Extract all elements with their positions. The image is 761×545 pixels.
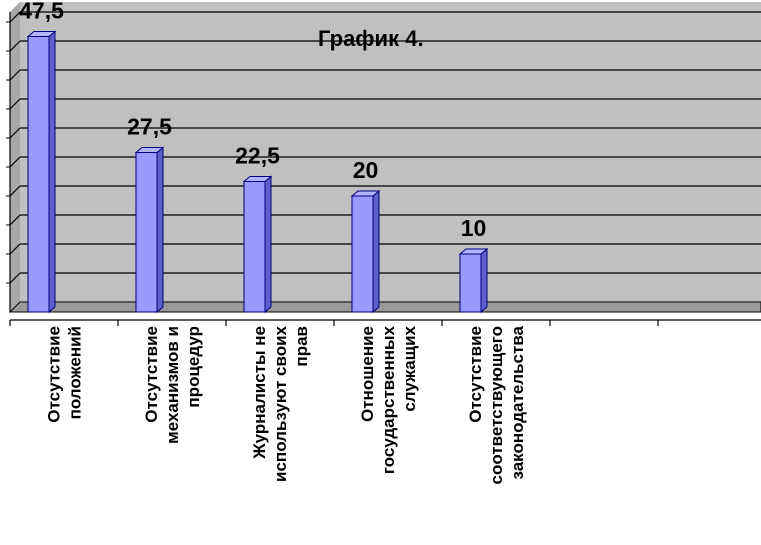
bar (350, 189, 381, 314)
bar-front (243, 181, 266, 313)
bar-front (135, 152, 158, 313)
bar-side (48, 30, 56, 314)
data-label: 20 (353, 157, 379, 183)
gridline-side (9, 98, 21, 110)
data-label: 27,5 (127, 114, 172, 140)
x-tick-label: положений (66, 326, 85, 419)
bar-top (134, 147, 165, 153)
x-tick-label: Журналисты не (250, 326, 269, 460)
bar-top (26, 31, 57, 37)
x-tick-label: соответствующего (487, 326, 506, 485)
category-axis-labels: Отсутствие положений Отсутствие механизмов … (45, 325, 528, 484)
bar-top (458, 248, 489, 255)
x-tick-label: Отсутствие (45, 326, 64, 423)
bar-side (264, 175, 272, 314)
x-tick-label: Отношение (358, 326, 377, 422)
data-labels: 47,5 27,5 22,5 20 10 (19, 0, 486, 241)
data-label: 22,5 (235, 143, 280, 169)
gridline-side (9, 214, 21, 226)
x-tick-label: механизмов и (163, 326, 182, 444)
gridline-side (9, 40, 21, 52)
x-tick-label: прав (292, 326, 311, 367)
bar-side (156, 146, 164, 314)
gridline-side (9, 11, 21, 23)
bars (26, 30, 489, 314)
bar (134, 146, 165, 314)
plot-floor (8, 301, 761, 313)
bar-top (350, 190, 381, 197)
x-tick-label: государственных (379, 325, 398, 474)
x-tick-label: процедур (184, 326, 203, 408)
gridline-side (9, 243, 21, 255)
data-label: 10 (461, 215, 487, 241)
bar (458, 247, 489, 314)
bar-side (480, 247, 488, 314)
gridline-side (9, 272, 21, 284)
bar-side (372, 189, 380, 314)
chart-title: График 4. (318, 26, 424, 51)
x-tick-label: Отсутствие (466, 326, 485, 423)
bar-top (242, 176, 273, 182)
bar-front (27, 36, 50, 313)
gridline-side (9, 185, 21, 197)
x-tick-label: служащих (400, 325, 419, 411)
plot-side-wall (10, 2, 20, 312)
bar (26, 30, 57, 314)
x-tick-label: Отсутствие (142, 326, 161, 423)
bar-front (459, 253, 482, 313)
gridline-side (9, 127, 21, 139)
x-tick-label: законодательства (508, 325, 527, 479)
bar (242, 175, 273, 314)
data-label: 47,5 (19, 0, 64, 24)
bar-front (351, 195, 374, 313)
gridline-side (9, 156, 21, 168)
gridline-side (9, 69, 21, 81)
x-tick-label: используют своих (271, 325, 290, 482)
